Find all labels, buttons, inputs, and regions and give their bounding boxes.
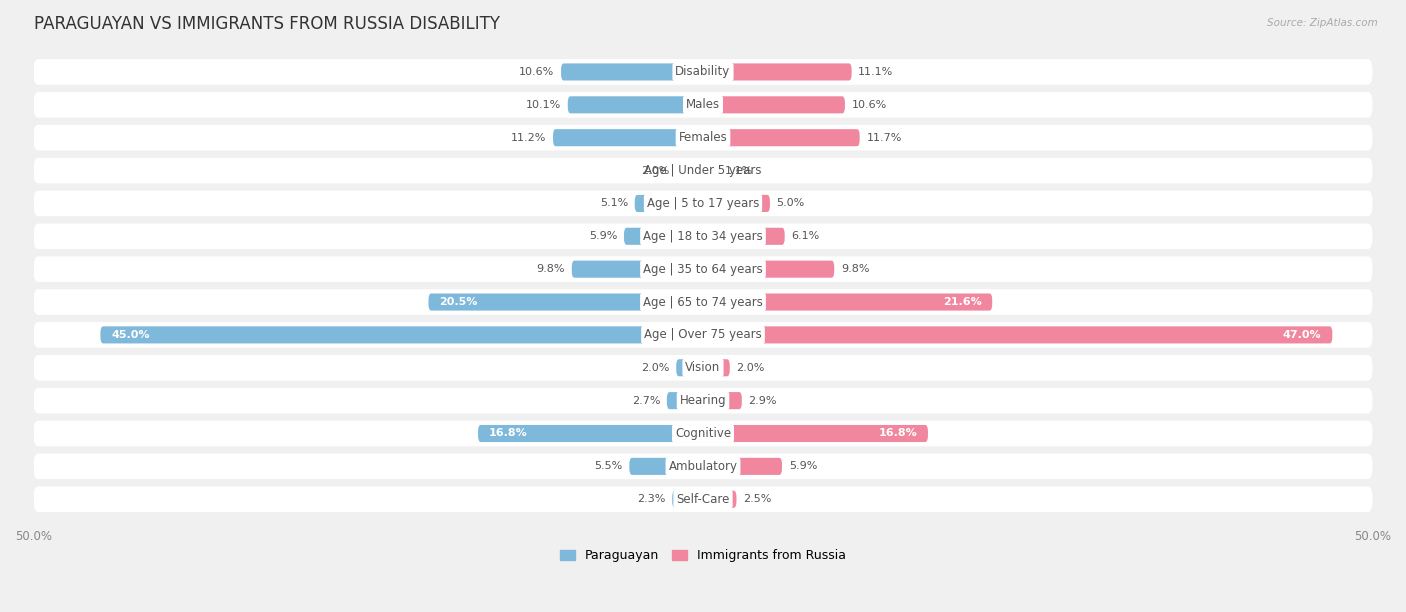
Text: 16.8%: 16.8% <box>489 428 527 439</box>
Text: 9.8%: 9.8% <box>841 264 869 274</box>
FancyBboxPatch shape <box>676 162 703 179</box>
Text: 2.7%: 2.7% <box>631 395 661 406</box>
Text: Vision: Vision <box>685 361 721 375</box>
Text: Cognitive: Cognitive <box>675 427 731 440</box>
Text: 5.1%: 5.1% <box>600 198 628 209</box>
FancyBboxPatch shape <box>568 96 703 113</box>
FancyBboxPatch shape <box>34 487 1372 512</box>
Text: 16.8%: 16.8% <box>879 428 917 439</box>
FancyBboxPatch shape <box>703 96 845 113</box>
Text: 11.7%: 11.7% <box>866 133 901 143</box>
Text: Self-Care: Self-Care <box>676 493 730 506</box>
Text: 2.5%: 2.5% <box>744 494 772 504</box>
FancyBboxPatch shape <box>703 392 742 409</box>
Text: 5.0%: 5.0% <box>776 198 804 209</box>
Text: PARAGUAYAN VS IMMIGRANTS FROM RUSSIA DISABILITY: PARAGUAYAN VS IMMIGRANTS FROM RUSSIA DIS… <box>34 15 499 33</box>
FancyBboxPatch shape <box>703 359 730 376</box>
FancyBboxPatch shape <box>703 491 737 508</box>
Text: Source: ZipAtlas.com: Source: ZipAtlas.com <box>1267 18 1378 28</box>
FancyBboxPatch shape <box>624 228 703 245</box>
Text: Ambulatory: Ambulatory <box>668 460 738 473</box>
FancyBboxPatch shape <box>34 420 1372 446</box>
Text: 2.9%: 2.9% <box>748 395 778 406</box>
Text: 10.6%: 10.6% <box>519 67 554 77</box>
FancyBboxPatch shape <box>34 223 1372 249</box>
Text: 47.0%: 47.0% <box>1284 330 1322 340</box>
Text: 2.0%: 2.0% <box>737 363 765 373</box>
FancyBboxPatch shape <box>630 458 703 475</box>
FancyBboxPatch shape <box>572 261 703 278</box>
Text: Age | Over 75 years: Age | Over 75 years <box>644 329 762 341</box>
Text: 20.5%: 20.5% <box>439 297 478 307</box>
Text: Age | 18 to 34 years: Age | 18 to 34 years <box>643 230 763 243</box>
FancyBboxPatch shape <box>34 289 1372 315</box>
Text: 10.1%: 10.1% <box>526 100 561 110</box>
FancyBboxPatch shape <box>34 256 1372 282</box>
FancyBboxPatch shape <box>703 425 928 442</box>
FancyBboxPatch shape <box>703 294 993 310</box>
Text: 5.9%: 5.9% <box>589 231 617 241</box>
Text: 2.3%: 2.3% <box>637 494 665 504</box>
FancyBboxPatch shape <box>672 491 703 508</box>
FancyBboxPatch shape <box>666 392 703 409</box>
FancyBboxPatch shape <box>429 294 703 310</box>
FancyBboxPatch shape <box>34 388 1372 414</box>
Text: 11.2%: 11.2% <box>510 133 547 143</box>
FancyBboxPatch shape <box>703 162 717 179</box>
Text: Age | 65 to 74 years: Age | 65 to 74 years <box>643 296 763 308</box>
FancyBboxPatch shape <box>478 425 703 442</box>
FancyBboxPatch shape <box>634 195 703 212</box>
FancyBboxPatch shape <box>703 64 852 81</box>
FancyBboxPatch shape <box>703 326 1333 343</box>
Text: 5.5%: 5.5% <box>595 461 623 471</box>
FancyBboxPatch shape <box>34 190 1372 216</box>
Text: Disability: Disability <box>675 65 731 78</box>
Text: 21.6%: 21.6% <box>943 297 981 307</box>
Text: 6.1%: 6.1% <box>792 231 820 241</box>
Text: Age | Under 5 years: Age | Under 5 years <box>644 164 762 177</box>
Text: Males: Males <box>686 99 720 111</box>
FancyBboxPatch shape <box>703 129 859 146</box>
Text: 45.0%: 45.0% <box>111 330 149 340</box>
FancyBboxPatch shape <box>703 195 770 212</box>
Text: Females: Females <box>679 131 727 144</box>
FancyBboxPatch shape <box>100 326 703 343</box>
Text: 1.1%: 1.1% <box>724 166 752 176</box>
FancyBboxPatch shape <box>703 261 834 278</box>
FancyBboxPatch shape <box>553 129 703 146</box>
Text: 5.9%: 5.9% <box>789 461 817 471</box>
FancyBboxPatch shape <box>34 59 1372 85</box>
Text: 10.6%: 10.6% <box>852 100 887 110</box>
FancyBboxPatch shape <box>34 355 1372 381</box>
FancyBboxPatch shape <box>34 92 1372 118</box>
FancyBboxPatch shape <box>561 64 703 81</box>
Legend: Paraguayan, Immigrants from Russia: Paraguayan, Immigrants from Russia <box>555 544 851 567</box>
FancyBboxPatch shape <box>703 228 785 245</box>
Text: Age | 35 to 64 years: Age | 35 to 64 years <box>643 263 763 275</box>
Text: 2.0%: 2.0% <box>641 363 669 373</box>
FancyBboxPatch shape <box>34 322 1372 348</box>
Text: Age | 5 to 17 years: Age | 5 to 17 years <box>647 197 759 210</box>
FancyBboxPatch shape <box>34 158 1372 184</box>
Text: 11.1%: 11.1% <box>858 67 894 77</box>
Text: Hearing: Hearing <box>679 394 727 407</box>
FancyBboxPatch shape <box>676 359 703 376</box>
Text: 2.0%: 2.0% <box>641 166 669 176</box>
Text: 9.8%: 9.8% <box>537 264 565 274</box>
FancyBboxPatch shape <box>34 125 1372 151</box>
FancyBboxPatch shape <box>34 453 1372 479</box>
FancyBboxPatch shape <box>703 458 782 475</box>
